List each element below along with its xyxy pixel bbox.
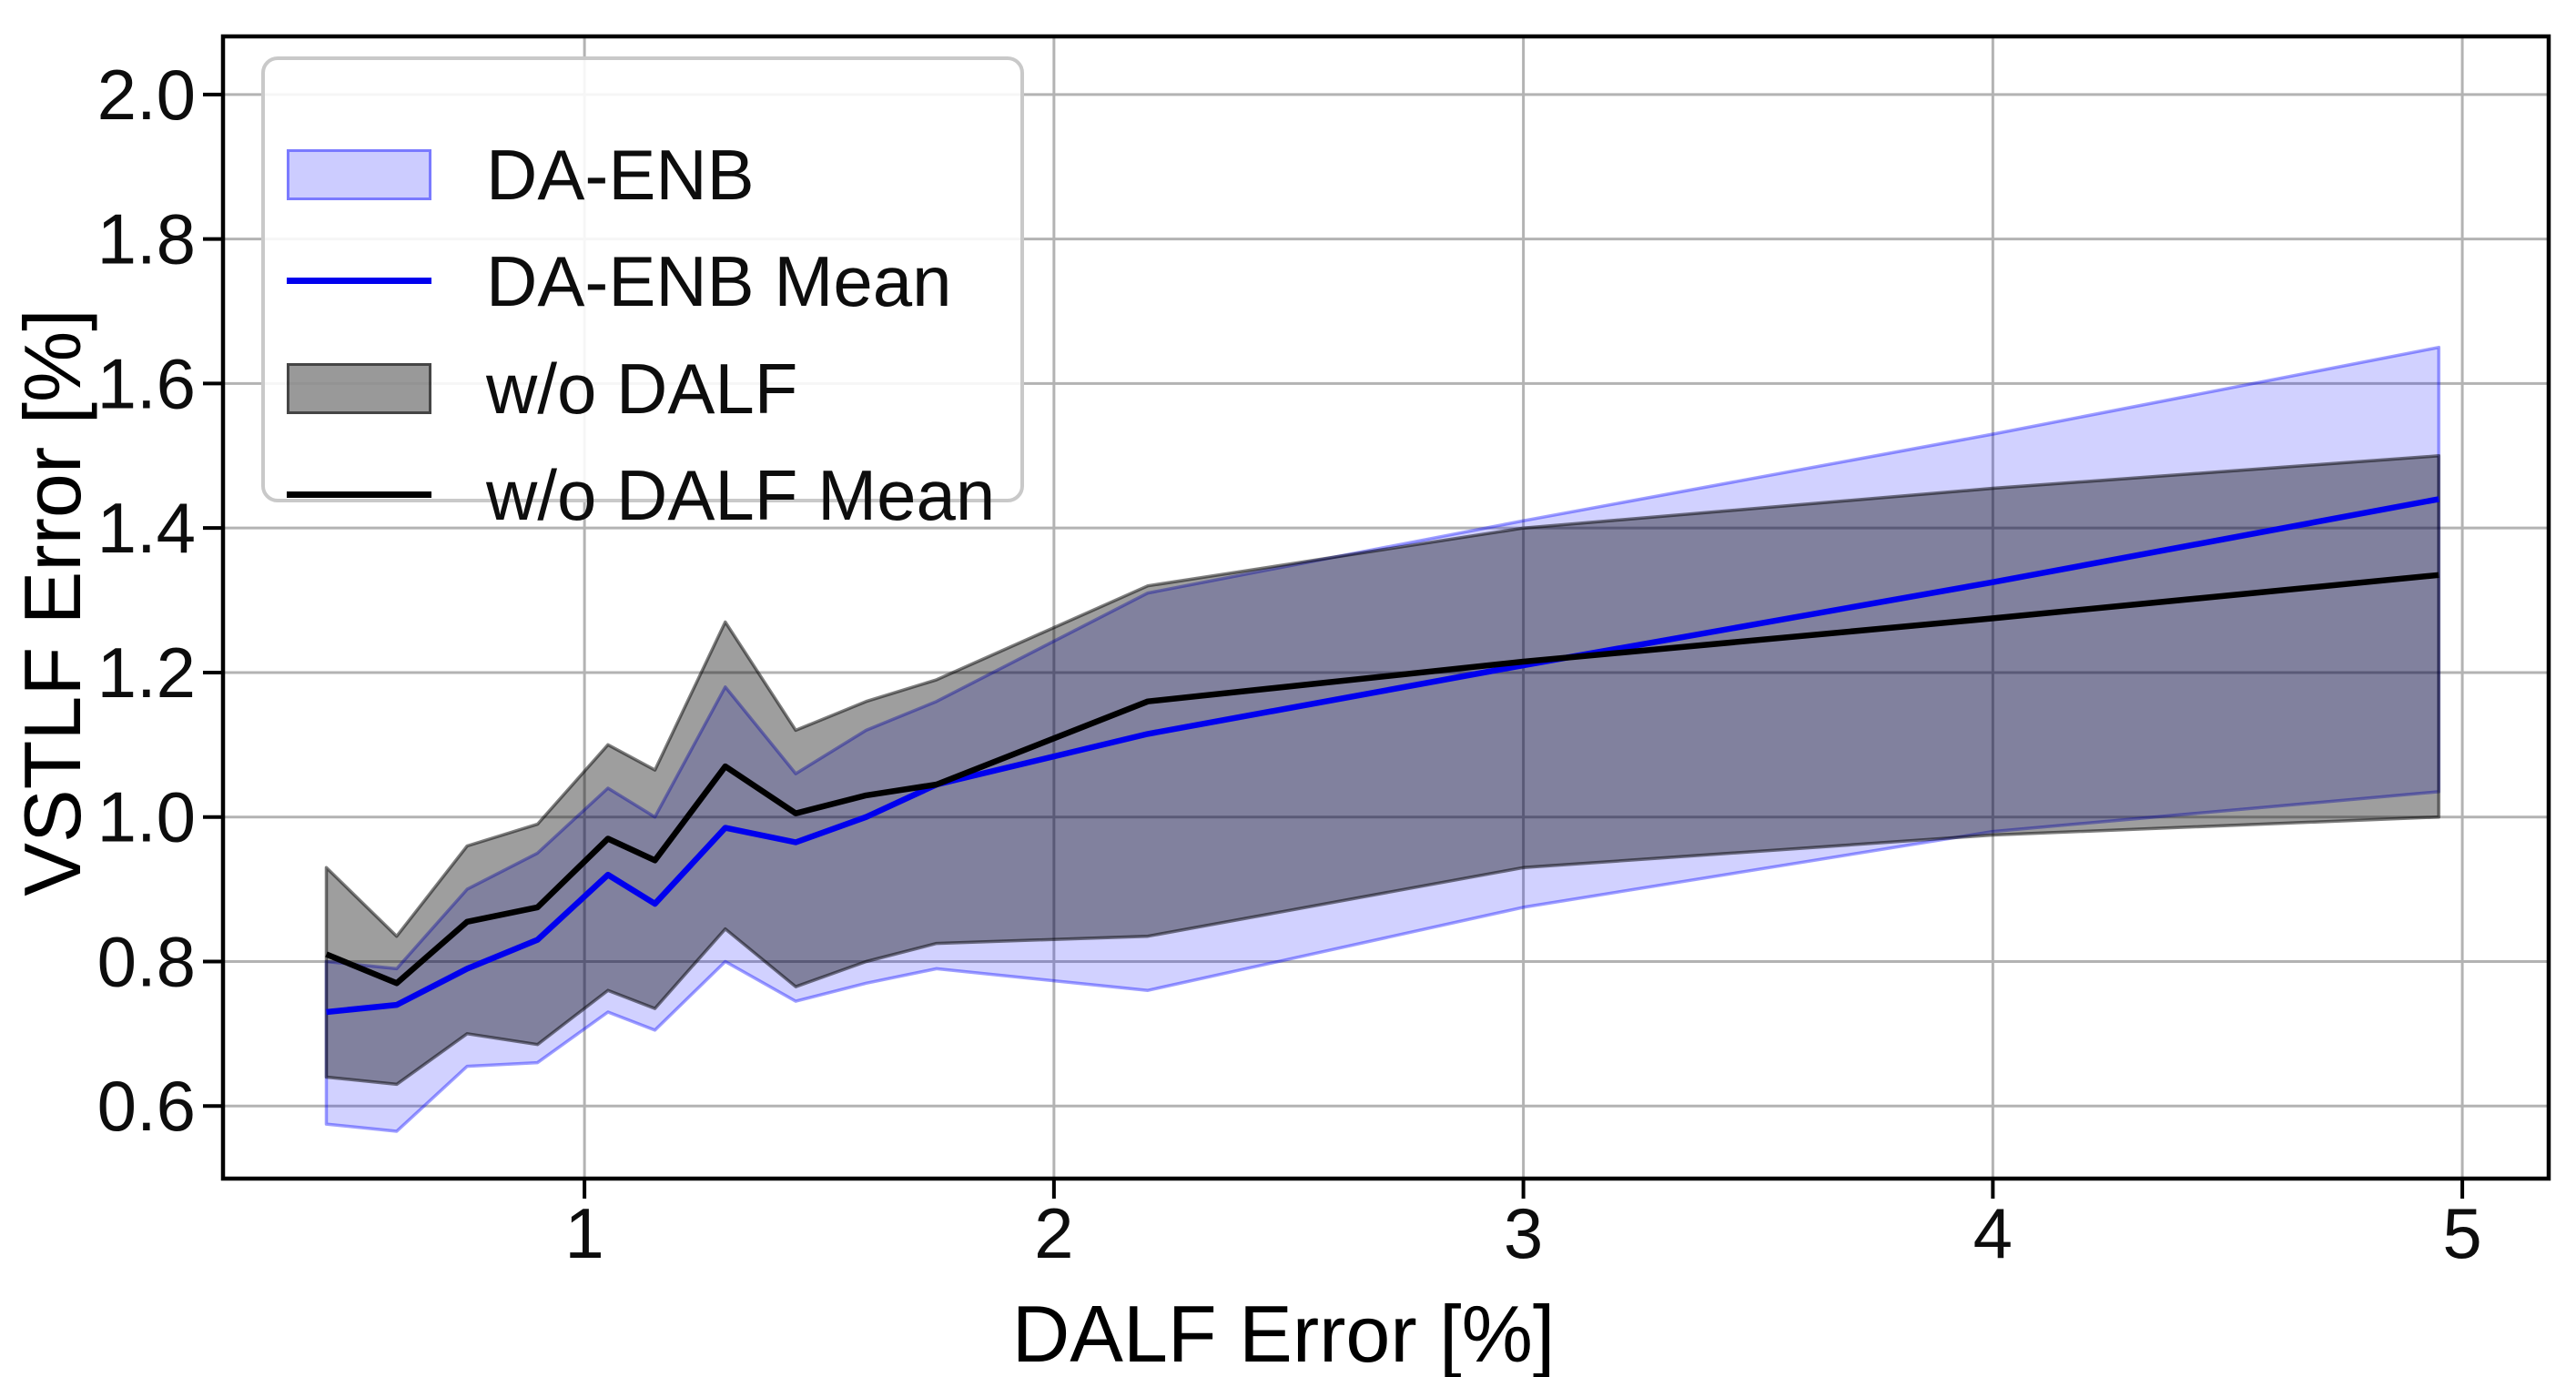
legend-item-da-enb: DA-ENB <box>265 135 1020 215</box>
legend-label: w/o DALF <box>486 349 798 429</box>
wo-dalf-mean-line <box>325 572 2439 987</box>
y-tick-label: 0.6 <box>97 1066 196 1146</box>
plot-area <box>324 345 2441 1133</box>
legend-label: DA-ENB <box>486 135 755 215</box>
da-enb-mean-line-swatch <box>287 278 431 284</box>
y-tick-label: 1.0 <box>97 777 196 857</box>
x-axis-label: DALF Error [%] <box>1011 1289 1556 1377</box>
y-tick-label: 1.4 <box>97 488 196 568</box>
wo-dalf-band-swatch <box>287 363 431 414</box>
y-tick-label: 1.6 <box>97 343 196 423</box>
legend-item-da-enb-mean: DA-ENB Mean <box>265 241 1020 321</box>
tick-labels: 1 2 3 4 5 0.6 0.8 1.0 1.2 1.4 1.6 1.8 2.0 <box>97 55 2482 1273</box>
x-tick-label: 1 <box>564 1193 603 1273</box>
legend-label: DA-ENB Mean <box>486 241 952 321</box>
da-enb-mean-line <box>326 496 2439 1016</box>
da-enb-band-swatch <box>287 149 431 200</box>
x-tick-label: 4 <box>1973 1193 2013 1273</box>
x-tick-label: 5 <box>2442 1193 2481 1273</box>
x-tick-label: 3 <box>1504 1193 1543 1273</box>
tick-marks <box>203 92 2465 1199</box>
y-tick-label: 2.0 <box>97 55 196 135</box>
legend-item-wo-dalf-mean: w/o DALF Mean <box>265 455 1020 535</box>
y-tick-label: 0.8 <box>97 921 196 1001</box>
axes-spines <box>220 34 2551 1181</box>
gridlines <box>223 36 2549 1179</box>
legend: DA-ENB DA-ENB Mean w/o DALF w/o DALF Mea… <box>261 56 1024 531</box>
legend-label: w/o DALF Mean <box>486 455 996 535</box>
wo-dalf-mean-line-swatch <box>287 491 431 498</box>
wo-dalf-band <box>324 454 2441 1087</box>
x-tick-label: 2 <box>1034 1193 1073 1273</box>
legend-item-wo-dalf: w/o DALF <box>265 349 1020 429</box>
y-tick-label: 1.8 <box>97 199 196 279</box>
y-axis-label: VSTLF Error [%] <box>7 309 97 896</box>
y-tick-label: 1.2 <box>97 633 196 713</box>
